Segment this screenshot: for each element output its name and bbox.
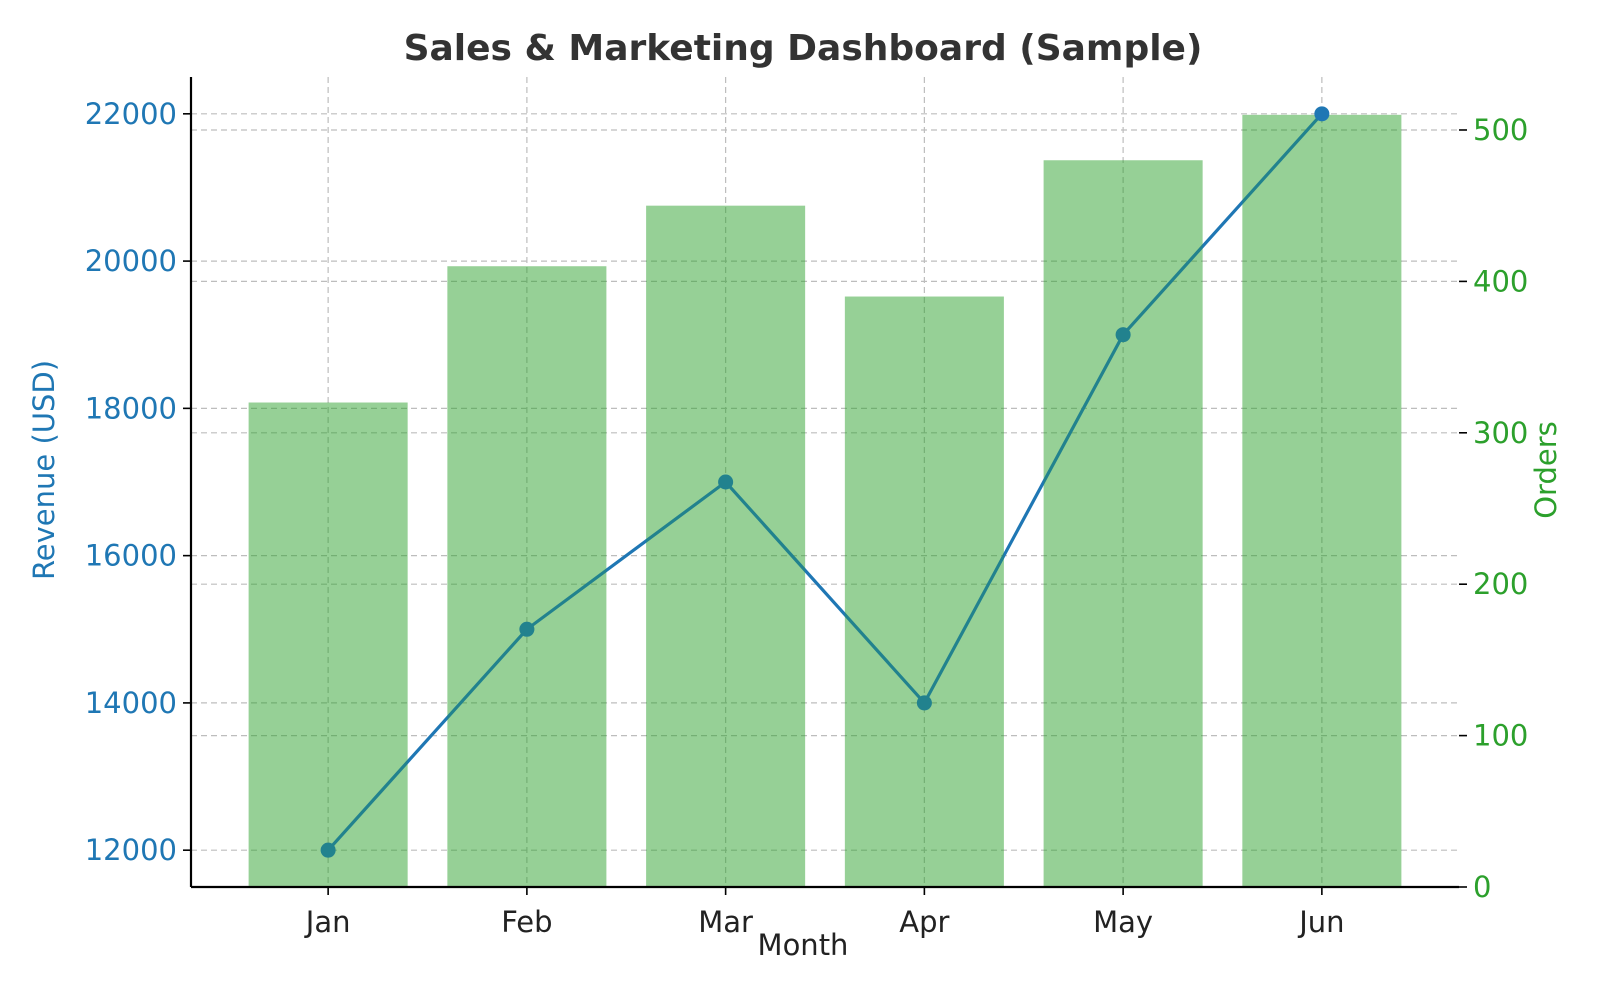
revenue-point-mar — [718, 474, 734, 490]
y-right-tick-label: 200 — [1473, 567, 1528, 601]
revenue-point-tint-mar — [718, 474, 734, 490]
bar-feb — [447, 266, 607, 888]
bar-overlay-jun — [1242, 114, 1402, 887]
bar-mar — [646, 205, 806, 887]
y-right-tick-label: 0 — [1473, 870, 1491, 904]
bar-overlay-apr — [844, 296, 1004, 887]
revenue-point-feb — [519, 621, 535, 637]
x-tick-label-may: May — [1093, 905, 1153, 939]
revenue-point-jan — [320, 842, 336, 858]
revenue-point-tint-jan — [320, 842, 336, 858]
bar-jan — [248, 402, 408, 887]
bar-overlay-jan — [248, 402, 408, 887]
grid — [191, 77, 1459, 887]
x-tick-label-apr: Apr — [899, 905, 949, 939]
y-left-tick-label: 22000 — [85, 97, 177, 131]
bar-series — [248, 114, 1402, 888]
y-right-tick-label: 100 — [1473, 719, 1528, 753]
revenue-point-tint-feb — [519, 621, 535, 637]
bar-overlay-feb — [447, 266, 607, 888]
axes: Jan Feb Mar Apr May Jun 12000 14000 16000 18000 20… — [85, 77, 1528, 939]
revenue-point-tint-may — [1115, 327, 1131, 343]
y-left-tick-label: 18000 — [85, 391, 177, 425]
y-right-tick-label: 400 — [1473, 264, 1528, 298]
x-tick-label-jun: Jun — [1297, 905, 1344, 939]
x-axis-label: Month — [758, 928, 849, 962]
bar-overlay-mar — [646, 205, 806, 887]
line-series — [248, 106, 1402, 888]
revenue-point-jun — [1314, 106, 1330, 122]
revenue-point-apr — [916, 695, 932, 711]
revenue-point-tint-apr — [916, 695, 932, 711]
y-left-tick-label: 20000 — [85, 244, 177, 278]
y-left-tick-label: 12000 — [85, 833, 177, 867]
y-left-axis-label: Revenue (USD) — [27, 360, 61, 580]
x-tick-label-mar: Mar — [698, 905, 753, 939]
y-right-tick-label: 300 — [1473, 416, 1528, 450]
y-right-tick-label: 500 — [1473, 113, 1528, 147]
y-right-axis-label: Orders — [1529, 421, 1563, 519]
chart-title: Sales & Marketing Dashboard (Sample) — [404, 28, 1203, 69]
bar-may — [1043, 160, 1203, 888]
x-tick-label-feb: Feb — [501, 905, 552, 939]
x-tick-label-jan: Jan — [304, 905, 351, 939]
bar-apr — [844, 296, 1004, 887]
revenue-point-may — [1115, 327, 1131, 343]
bar-jun — [1242, 114, 1402, 887]
y-left-tick-label: 14000 — [85, 686, 177, 720]
revenue-line — [326, 112, 1324, 852]
y-left-tick-label: 16000 — [85, 539, 177, 573]
bar-overlay-may — [1043, 160, 1203, 888]
